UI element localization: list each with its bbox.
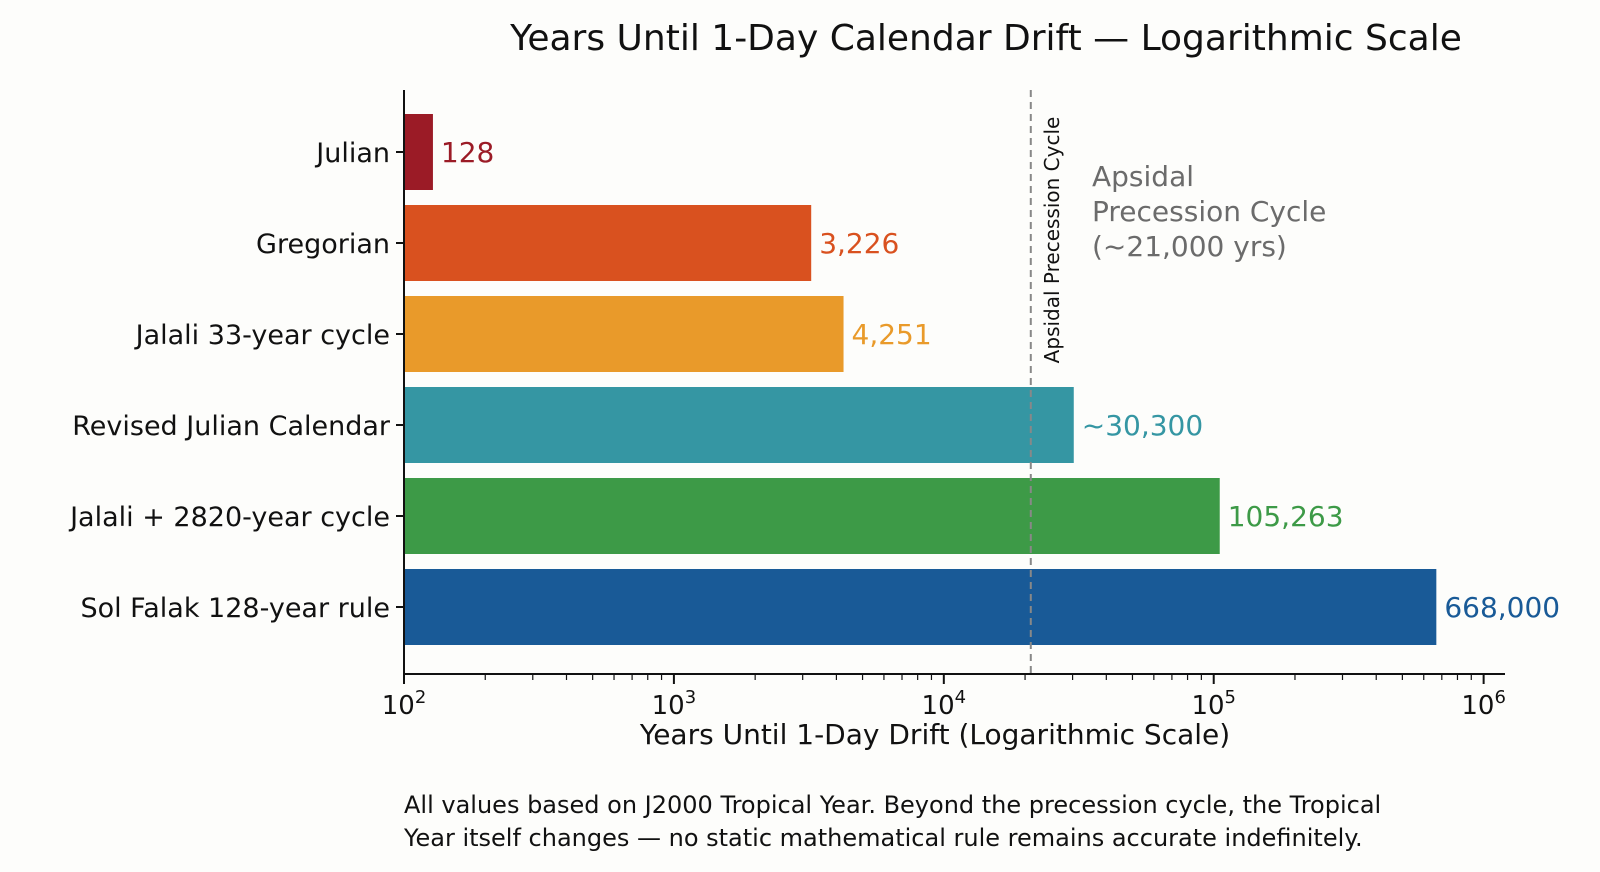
category-label-4: Jalali + 2820-year cycle xyxy=(68,502,390,533)
bar-4 xyxy=(404,478,1220,554)
bar-value-label-2: 4,251 xyxy=(852,318,932,351)
y-axis-ticks: Julian Gregorian Jalali 33-year cycle Revis… xyxy=(68,138,404,624)
annotation-line-3: (~21,000 yrs) xyxy=(1092,230,1287,263)
category-label-2: Jalali 33-year cycle xyxy=(134,320,390,351)
x-tick-label-3: 105 xyxy=(1191,687,1236,721)
category-label-3: Revised Julian Calendar xyxy=(72,411,391,442)
bar-value-label-5: 668,000 xyxy=(1444,591,1560,624)
x-tick-label-2: 104 xyxy=(922,687,967,721)
x-tick-label-1: 103 xyxy=(652,687,697,721)
category-label-0: Julian xyxy=(314,138,390,169)
bar-2 xyxy=(404,296,844,372)
precession-annotation: Apsidal Precession Cycle (~21,000 yrs) xyxy=(1092,160,1326,263)
bar-value-label-4: 105,263 xyxy=(1228,500,1344,533)
bar-5 xyxy=(404,569,1437,645)
bar-value-label-0: 128 xyxy=(441,136,494,169)
bar-1 xyxy=(404,205,812,281)
category-label-1: Gregorian xyxy=(256,229,390,260)
bar-value-label-1: 3,226 xyxy=(819,227,899,260)
footnote-line-1: All values based on J2000 Tropical Year.… xyxy=(404,791,1381,819)
reference-line-group: Apsidal Precession Cycle xyxy=(1029,90,1064,674)
footnote: All values based on J2000 Tropical Year.… xyxy=(403,791,1381,852)
annotation-line-1: Apsidal xyxy=(1092,160,1194,193)
bar-group: 128 3,226 4,251 ~30,300 105,263 668,000 xyxy=(404,114,1560,645)
annotation-line-2: Precession Cycle xyxy=(1092,195,1326,228)
x-tick-label-0: 102 xyxy=(382,687,427,721)
bar-value-label-3: ~30,300 xyxy=(1082,409,1203,442)
x-axis-ticks: 102 103 104 105 106 xyxy=(382,674,1506,721)
x-axis-label: Years Until 1-Day Drift (Logarithmic Sca… xyxy=(639,718,1230,751)
x-tick-label-4: 106 xyxy=(1461,687,1506,721)
bar-0 xyxy=(404,114,433,190)
reference-line-label: Apsidal Precession Cycle xyxy=(1040,117,1064,364)
footnote-line-2: Year itself changes — no static mathemat… xyxy=(403,824,1363,852)
chart-title: Years Until 1-Day Calendar Drift — Logar… xyxy=(509,18,1462,59)
bar-3 xyxy=(404,387,1074,463)
category-label-5: Sol Falak 128-year rule xyxy=(80,593,390,624)
